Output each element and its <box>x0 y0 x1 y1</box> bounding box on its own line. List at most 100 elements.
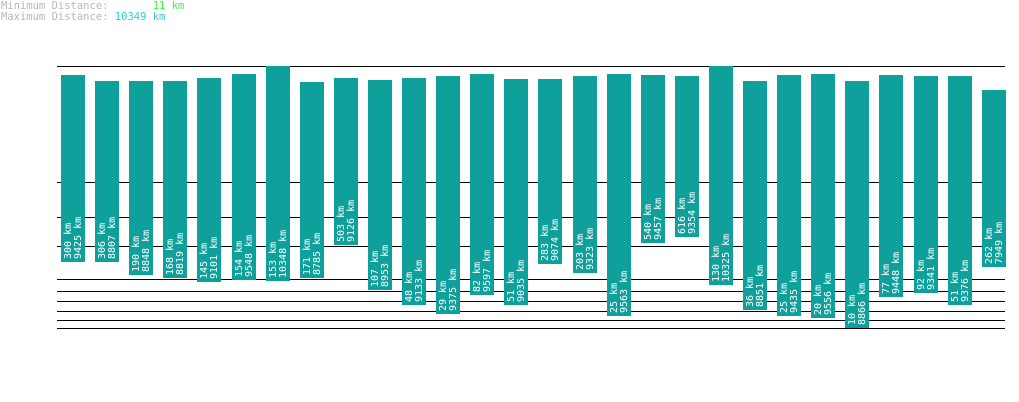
bar <box>607 74 631 316</box>
bar-max-label: 9354 km <box>687 192 698 234</box>
bar-max-label: 8848 km <box>141 230 152 272</box>
bar <box>709 66 733 285</box>
bar-min-label: 145 km <box>199 243 210 279</box>
bar-min-label: 51 km <box>506 272 517 302</box>
bar-max-label: 9597 km <box>482 250 493 292</box>
bar-max-label: 8807 km <box>107 217 118 259</box>
bar-min-label: 25 km <box>779 283 790 313</box>
bar-max-label: 8819 km <box>175 233 186 275</box>
bar-max-label: 8785 km <box>312 233 323 275</box>
bar-min-label: 20 km <box>813 285 824 315</box>
bar <box>573 76 597 273</box>
bar-max-label: 9074 km <box>550 219 561 261</box>
bar-max-label: 9323 km <box>585 228 596 270</box>
bar <box>470 74 494 295</box>
bar <box>334 78 358 245</box>
bar-min-label: 262 km <box>984 228 995 264</box>
min-distance-label: Minimum Distance: <box>1 0 109 12</box>
bar-min-label: 130 km <box>711 246 722 282</box>
bar-min-label: 92 km <box>916 260 927 290</box>
bar-min-label: 154 km <box>234 241 245 277</box>
bar-max-label: 9448 km <box>891 252 902 294</box>
bar <box>777 75 801 316</box>
bar-max-label: 9376 km <box>960 260 971 302</box>
bar <box>300 82 324 278</box>
bar-min-label: 503 km <box>336 206 347 242</box>
max-distance-row: Maximum Distance: 10349 km <box>1 12 165 23</box>
bar <box>982 90 1006 267</box>
bar-min-label: 283 km <box>540 225 551 261</box>
bar-max-label: 9563 km <box>619 271 630 313</box>
bar-min-label: 190 km <box>131 236 142 272</box>
bar-max-label: 9341 km <box>926 248 937 290</box>
bar-max-label: 9035 km <box>516 260 527 302</box>
bar-max-label: 8851 km <box>755 265 766 307</box>
bar-min-label: 107 km <box>370 251 381 287</box>
bar <box>197 78 221 282</box>
bar-max-label: 10348 km <box>278 230 289 278</box>
bar-min-label: 540 km <box>643 204 654 240</box>
max-distance-value: 10349 km <box>114 11 166 23</box>
bar <box>641 75 665 243</box>
bar-max-label: 7949 km <box>994 222 1005 264</box>
bar-min-label: 36 km <box>745 277 756 307</box>
bar <box>914 76 938 293</box>
bar-min-label: 51 km <box>950 272 961 302</box>
bar-max-label: 9556 km <box>823 273 834 315</box>
bar <box>948 76 972 305</box>
bar-min-label: 82 km <box>472 262 483 292</box>
bar-max-label: 8866 km <box>857 283 868 325</box>
bar-max-label: 9548 km <box>244 235 255 277</box>
bar-max-label: 9133 km <box>414 260 425 302</box>
min-distance-row: Minimum Distance: 11 km <box>1 1 184 12</box>
min-distance-value: 11 km <box>152 0 185 12</box>
bar-max-label: 9425 km <box>73 217 84 259</box>
max-distance-label: Maximum Distance: <box>1 11 109 23</box>
bar <box>538 79 562 264</box>
bar <box>879 75 903 297</box>
bar-min-label: 171 km <box>302 239 313 275</box>
bar <box>845 81 869 328</box>
bar-min-label: 300 km <box>63 223 74 259</box>
bar-min-label: 168 km <box>165 239 176 275</box>
bar-max-label: 9375 km <box>448 269 459 311</box>
bar <box>675 76 699 237</box>
bar-min-label: 306 km <box>97 223 108 259</box>
bar <box>368 80 392 290</box>
bar <box>95 81 119 262</box>
bar-min-label: 153 km <box>268 242 279 278</box>
bar-min-label: 29 km <box>438 281 449 311</box>
bar-max-label: 9101 km <box>209 237 220 279</box>
bar <box>743 81 767 310</box>
bar-min-label: 48 km <box>404 272 415 302</box>
bar-min-label: 10 km <box>847 295 858 325</box>
